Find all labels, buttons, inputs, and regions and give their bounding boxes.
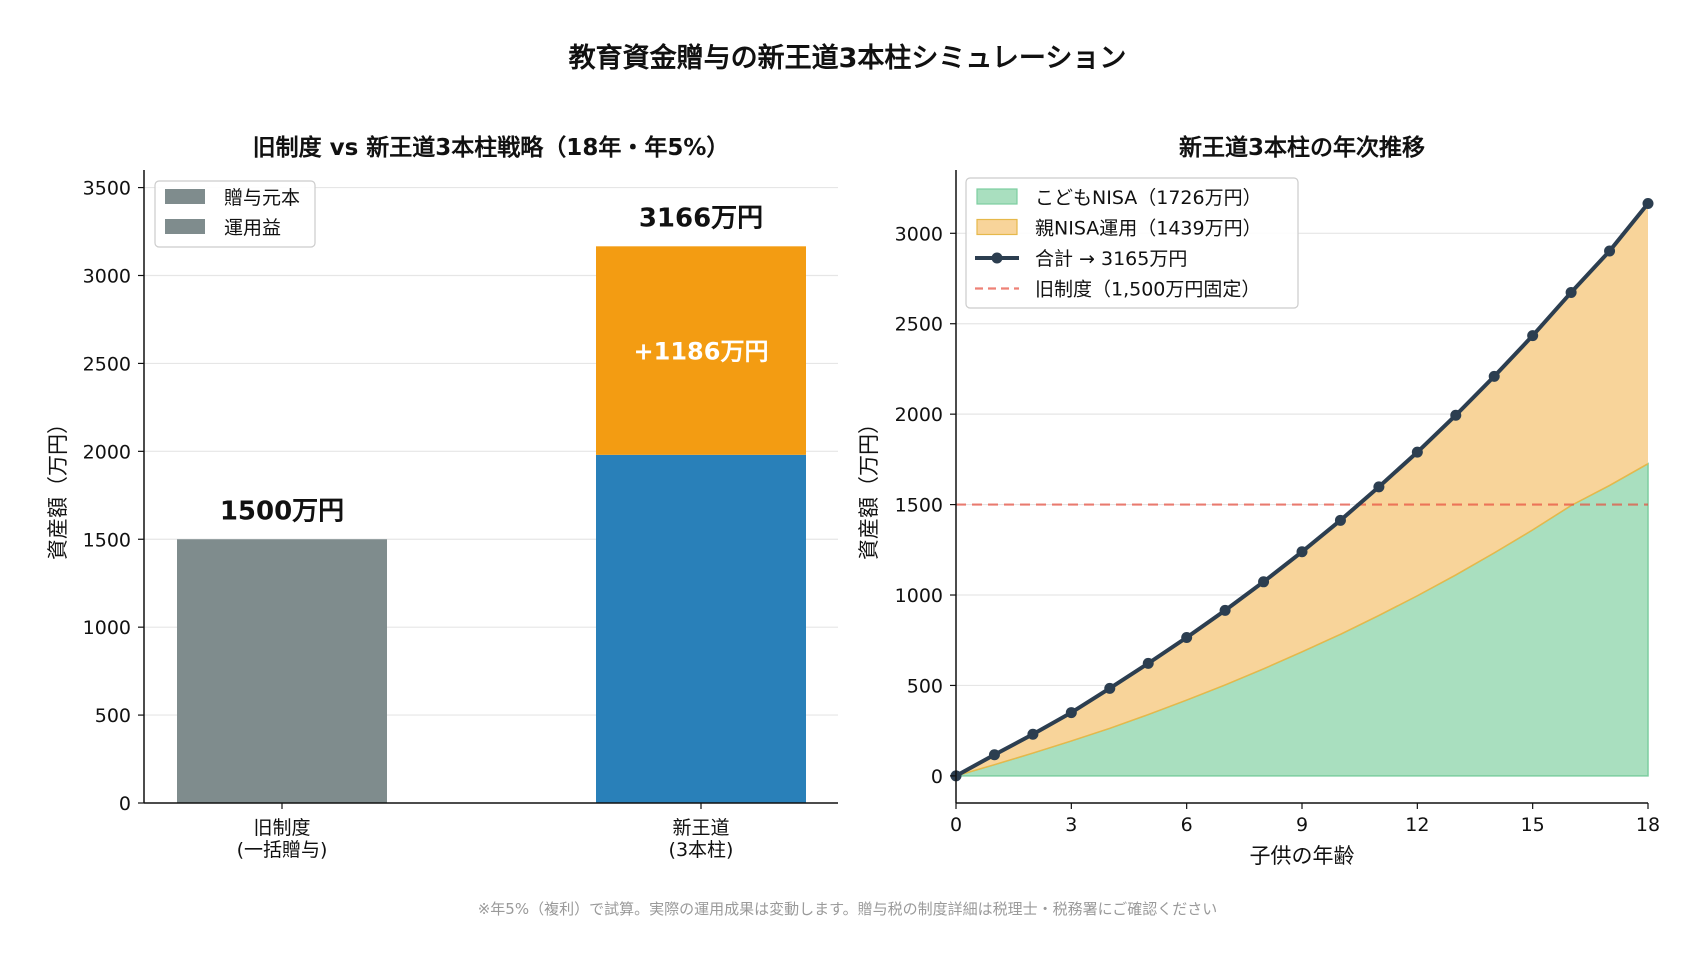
x-tick-label: 旧制度 <box>253 817 310 839</box>
area-chart-title: 新王道3本柱の年次推移 <box>1179 134 1425 161</box>
bar-total-label: 1500万円 <box>220 496 344 526</box>
legend-label: 旧制度（1,500万円固定） <box>1035 279 1260 301</box>
total-point <box>1104 682 1116 694</box>
y-tick-label: 0 <box>931 766 943 788</box>
legend-label: 親NISA運用（1439万円） <box>1035 218 1262 240</box>
x-tick-label: 3 <box>1065 814 1077 836</box>
legend-marker <box>991 252 1003 264</box>
footnote: ※年5%（複利）で試算。実際の運用成果は変動します。贈与税の制度詳細は税理士・税… <box>477 900 1218 918</box>
total-point <box>1065 707 1077 719</box>
y-tick-label: 1500 <box>83 529 131 551</box>
y-tick-label: 2000 <box>895 404 943 426</box>
y-tick-label: 3000 <box>895 223 943 245</box>
total-point <box>1373 481 1385 493</box>
total-point <box>1219 604 1231 616</box>
bar-principal-1 <box>596 454 806 803</box>
x-tick-label: 18 <box>1636 814 1660 836</box>
y-tick-label: 500 <box>95 705 131 727</box>
bar-principal-0 <box>177 539 387 803</box>
total-point <box>988 749 1000 761</box>
legend-label: こどもNISA（1726万円） <box>1035 187 1262 209</box>
y-tick-label: 500 <box>907 675 943 697</box>
y-tick-label: 0 <box>119 793 131 815</box>
bar-gain-1 <box>596 246 806 455</box>
y-tick-label: 1000 <box>895 585 943 607</box>
x-tick-label: (3本柱) <box>669 839 734 861</box>
area-legend-box <box>965 177 1299 309</box>
total-point <box>1604 245 1616 257</box>
bar-total-label: 3166万円 <box>639 203 763 233</box>
area-x-label: 子供の年齢 <box>1250 844 1355 868</box>
total-point <box>1411 446 1423 458</box>
legend-label: 贈与元本 <box>224 187 300 209</box>
area-y-label: 資産額（万円） <box>857 413 881 560</box>
x-tick-label: 6 <box>1181 814 1193 836</box>
x-tick-label: 9 <box>1296 814 1308 836</box>
total-point <box>1642 197 1654 209</box>
total-point <box>1258 576 1270 588</box>
total-point <box>1181 632 1193 644</box>
legend-swatch <box>976 188 1018 205</box>
figure-title: 教育資金贈与の新王道3本柱シミュレーション <box>568 43 1127 74</box>
total-point <box>1527 330 1539 342</box>
x-tick-label: 15 <box>1521 814 1545 836</box>
x-tick-label: 新王道 <box>672 817 729 839</box>
total-point <box>1027 728 1039 740</box>
parent-nisa-boundary <box>955 463 1649 777</box>
total-point <box>1488 370 1500 382</box>
total-point <box>1296 546 1308 558</box>
y-tick-label: 3000 <box>83 266 131 288</box>
legend-label: 運用益 <box>224 217 281 239</box>
y-tick-label: 2000 <box>83 441 131 463</box>
y-tick-label: 3500 <box>83 178 131 200</box>
total-point <box>1334 514 1346 526</box>
x-tick-label: 0 <box>950 814 962 836</box>
y-tick-label: 1000 <box>83 617 131 639</box>
legend-label: 合計 → 3165万円 <box>1035 248 1187 270</box>
legend-swatch <box>165 189 205 204</box>
x-tick-label: (一括贈与) <box>237 839 328 861</box>
gain-label: +1186万円 <box>634 338 769 366</box>
total-point <box>1450 409 1462 421</box>
y-tick-label: 1500 <box>895 495 943 517</box>
legend-swatch <box>976 218 1018 236</box>
parent-nisa-area <box>956 203 1648 776</box>
y-tick-label: 2500 <box>895 314 943 336</box>
bar-y-label: 資産額（万円） <box>46 413 70 560</box>
x-tick-label: 12 <box>1405 814 1429 836</box>
y-tick-label: 2500 <box>83 353 131 375</box>
total-point <box>1565 286 1577 298</box>
total-point <box>1142 657 1154 669</box>
bar-chart-title: 旧制度 vs 新王道3本柱戦略（18年・年5%） <box>253 134 730 161</box>
legend-swatch <box>165 219 205 234</box>
